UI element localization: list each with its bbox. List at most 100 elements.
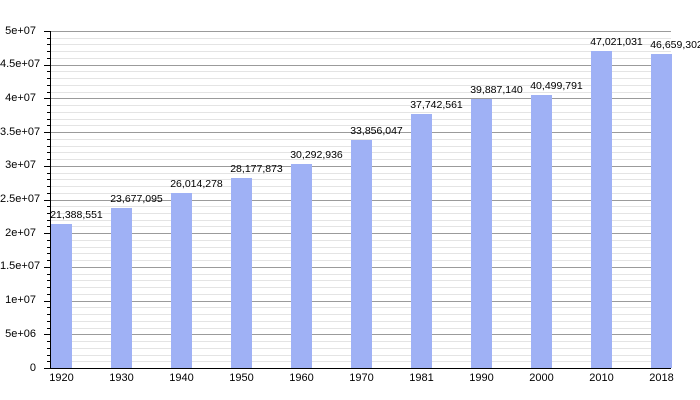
y-axis-major-tick [44, 233, 50, 235]
y-axis-minor-tick [47, 327, 50, 329]
y-axis-minor-tick [47, 280, 50, 282]
bar [651, 53, 672, 368]
bar [411, 113, 432, 368]
y-axis-major-tick [44, 199, 50, 201]
x-axis-tick-label: 1940 [169, 372, 194, 384]
x-axis-tick-label: 1981 [409, 372, 434, 384]
major-gridline [51, 64, 671, 66]
y-axis-major-tick [44, 368, 50, 369]
minor-gridline [51, 37, 671, 39]
bar [111, 208, 132, 368]
x-axis-tick-label: 2010 [589, 372, 614, 384]
y-axis-major-tick [44, 31, 50, 32]
y-axis-tick-label: 4.5e+07 [0, 58, 41, 71]
x-axis-tick-label: 1920 [49, 372, 74, 384]
bar-value-label: 39,887,140 [470, 84, 523, 97]
y-axis-tick-label: 4e+07 [5, 91, 36, 104]
y-axis-minor-tick [47, 105, 50, 107]
bar [471, 99, 492, 368]
minor-gridline [51, 84, 671, 86]
minor-gridline [51, 111, 671, 113]
y-axis-minor-tick [47, 84, 50, 86]
bar-value-label: 30,292,936 [290, 148, 343, 161]
y-axis-minor-tick [47, 273, 50, 275]
y-axis-major-tick [44, 334, 50, 336]
x-axis-tick-label: 1960 [289, 372, 314, 384]
y-axis-tick-label: 3e+07 [5, 159, 36, 172]
y-axis-minor-tick [47, 260, 50, 262]
y-axis-minor-tick [47, 206, 50, 208]
y-axis-minor-tick [47, 118, 50, 120]
bar [51, 223, 72, 368]
y-axis-minor-tick [47, 186, 50, 188]
minor-gridline [51, 125, 671, 127]
bar [531, 95, 552, 368]
minor-gridline [51, 78, 671, 80]
minor-gridline [51, 91, 671, 93]
y-axis-minor-tick [47, 192, 50, 194]
y-axis-minor-tick [47, 78, 50, 80]
major-gridline [51, 98, 671, 100]
y-axis-minor-tick [47, 145, 50, 147]
major-gridline [51, 31, 671, 32]
x-axis-tick-label: 1950 [229, 372, 254, 384]
y-axis-minor-tick [47, 293, 50, 295]
bar-value-label: 23,677,095 [110, 193, 163, 206]
y-axis-minor-tick [47, 57, 50, 59]
x-axis-tick-label: 1990 [469, 372, 494, 384]
x-axis-tick-label: 1970 [349, 372, 374, 384]
y-axis-minor-tick [47, 226, 50, 228]
y-axis-minor-tick [47, 37, 50, 39]
bar [171, 192, 192, 368]
y-axis-minor-tick [47, 320, 50, 322]
y-axis-minor-tick [47, 91, 50, 93]
y-axis-major-tick [44, 165, 50, 167]
minor-gridline [51, 105, 671, 107]
y-axis-minor-tick [47, 212, 50, 214]
minor-gridline [51, 44, 671, 46]
bar-value-label: 28,177,873 [230, 163, 283, 176]
y-axis-minor-tick [47, 71, 50, 73]
y-axis-tick-label: 1e+07 [5, 294, 36, 307]
y-axis-major-tick [44, 64, 50, 66]
minor-gridline [51, 138, 671, 140]
y-axis-minor-tick [47, 44, 50, 46]
y-axis-tick-label: 5e+06 [5, 327, 36, 340]
bar-value-label: 26,014,278 [170, 177, 223, 190]
y-axis-minor-tick [47, 138, 50, 140]
y-axis-minor-tick [47, 219, 50, 221]
bar-value-label: 21,388,551 [50, 208, 103, 221]
y-axis-major-tick [44, 300, 50, 302]
y-axis-tick-label: 3.5e+07 [0, 125, 41, 138]
y-axis-minor-tick [47, 239, 50, 241]
bar-value-label: 40,499,791 [530, 80, 583, 93]
bar [231, 178, 252, 368]
x-axis-tick-label: 2018 [649, 372, 674, 384]
x-axis-tick-label: 1930 [109, 372, 134, 384]
bar-value-label: 37,742,561 [410, 98, 463, 111]
minor-gridline [51, 118, 671, 120]
y-axis-minor-tick [47, 179, 50, 181]
y-axis-minor-tick [47, 354, 50, 356]
y-axis-minor-tick [47, 314, 50, 316]
minor-gridline [51, 71, 671, 73]
y-axis-minor-tick [47, 287, 50, 289]
bar [351, 139, 372, 368]
bar-value-label: 47,021,031 [590, 36, 643, 49]
y-axis-minor-tick [47, 246, 50, 248]
y-axis-minor-tick [47, 152, 50, 154]
major-gridline [51, 132, 671, 134]
y-axis-minor-tick [47, 159, 50, 161]
y-axis-tick-label: 2e+07 [5, 226, 36, 239]
y-axis-minor-tick [47, 111, 50, 113]
y-axis-tick-label: 1.5e+07 [0, 260, 41, 273]
minor-gridline [51, 51, 671, 53]
bar-value-label: 46,659,302 [650, 38, 700, 51]
bar-value-label: 33,856,047 [350, 124, 403, 137]
y-axis-minor-tick [47, 341, 50, 343]
y-axis-minor-tick [47, 307, 50, 309]
y-axis-major-tick [44, 266, 50, 268]
y-axis-minor-tick [47, 51, 50, 53]
bar [291, 163, 312, 368]
y-axis-major-tick [44, 132, 50, 134]
